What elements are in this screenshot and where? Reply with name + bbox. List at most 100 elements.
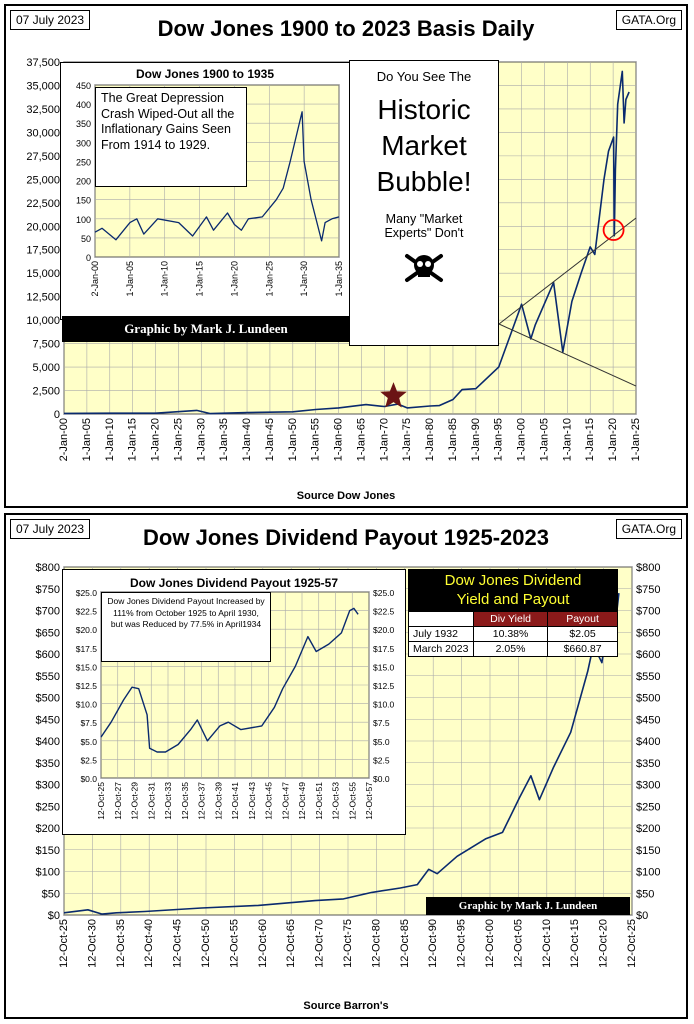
row-payout: $660.87 [547,641,618,657]
y-tick-label-right: $15.0 [373,662,395,672]
y-tick-label: $800 [36,562,60,574]
y-tick-label-right: $750 [636,584,660,596]
y-tick-label: 2,500 [32,386,60,398]
y-tick-label-right: $200 [636,823,660,835]
x-tick-label: 12-Oct-25 [58,919,70,968]
y-tick-label-right: $550 [636,671,660,683]
x-tick-label: 1-Jan-05 [538,418,550,461]
y-tick-label-right: $50 [636,888,654,900]
y-tick-label-right: $22.5 [373,607,395,617]
y-tick-label: 25,000 [26,174,60,186]
x-tick-label: 2-Jan-00 [90,261,100,297]
x-tick-label: 12-Oct-50 [200,919,212,968]
x-tick-label: 1-Jan-75 [401,418,413,461]
x-tick-label: 12-Oct-45 [172,919,184,968]
x-tick-label: 1-Jan-20 [150,418,162,461]
x-tick-label: 12-Oct-95 [456,919,468,968]
x-tick-label: 12-Oct-31 [146,782,156,820]
x-tick-label: 1-Jan-55 [310,418,322,461]
y-tick-label-right: $10.0 [373,700,395,710]
inset-chart-1925-1957: $0.0 $0.0 $2.5 $2.5 $5.0 $5.0 $7.5 $7.5 $10.0 $10… [62,569,406,835]
y-tick-label-right: $100 [636,867,660,879]
y-tick-label: $500 [36,693,60,705]
x-tick-label: 1-Jan-90 [470,418,482,461]
x-tick-label: 1-Jan-65 [355,418,367,461]
series-line [100,607,359,753]
x-tick-label: 12-Oct-05 [512,919,524,968]
x-tick-label: 12-Oct-65 [285,919,297,968]
x-tick-label: 1-Jan-15 [195,261,205,297]
site-label: GATA.Org [615,10,682,30]
y-tick-label: $300 [36,780,60,792]
x-tick-label: 12-Oct-20 [598,919,610,968]
x-tick-label: 12-Oct-80 [370,919,382,968]
series-line [94,111,340,242]
y-tick-label: 5,000 [32,362,60,374]
x-tick-label: 12-Oct-35 [115,919,127,968]
x-tick-label: 12-Oct-30 [86,919,98,968]
x-tick-label: 1-Jan-10 [160,261,170,297]
row-payout: $2.05 [547,626,618,642]
table-title-line-1: Dow Jones Dividend [444,572,582,589]
y-tick-label: $7.5 [80,718,97,728]
y-tick-label: 100 [76,215,91,225]
y-tick-label: 0 [54,409,60,421]
y-tick-label: 250 [76,157,91,167]
y-tick-label: $22.5 [76,607,98,617]
trend-line-lower [498,323,637,387]
bubble-line-2: Historic [377,94,471,125]
x-tick-label: 1-Jan-15 [584,418,596,461]
inset-chart-1900-1935: 0 50 100 150 200 250 300 350 400 450 2-Jan-00 1-Jan… [60,62,350,320]
row-yield: 10.38% [472,626,549,642]
x-tick-label: 1-Jan-25 [630,418,642,461]
y-tick-label-right: $17.5 [373,644,395,654]
y-tick-label: 400 [76,100,91,110]
y-tick-label: $750 [36,584,60,596]
date-label: 07 July 2023 [10,519,91,539]
source-label: Source Barron's [303,1000,389,1012]
site-label: GATA.Org [615,519,682,539]
row-label: July 1932 [408,626,474,642]
y-tick-label: 200 [76,177,91,187]
x-tick-label: 1-Jan-80 [424,418,436,461]
y-tick-label: 17,500 [26,245,60,257]
x-tick-label: 12-Oct-43 [247,782,257,820]
x-tick-label: 12-Oct-85 [399,919,411,968]
y-tick-label: $25.0 [76,588,98,598]
y-tick-label: 150 [76,196,91,206]
series-line [63,593,620,915]
x-tick-label: 12-Oct-60 [257,919,269,968]
inset-title: Dow Jones Dividend Payout 1925-57 [129,576,339,590]
table-row: March 2023 2.05% $660.87 [408,641,618,657]
y-tick-label: 10,000 [26,315,60,327]
y-tick-label: $17.5 [76,644,98,654]
x-tick-label: 12-Oct-10 [541,919,553,968]
graphic-credit: Graphic by Mark J. Lundeen [426,897,630,915]
x-tick-label: 1-Jan-10 [561,418,573,461]
y-tick-label: 350 [76,119,91,129]
date-label: 07 July 2023 [10,10,91,30]
y-tick-label-right: $150 [636,845,660,857]
y-tick-label: 20,000 [26,221,60,233]
trend-break-circle [602,219,625,241]
y-tick-label: $350 [36,758,60,770]
y-tick-label-right: $0.0 [373,774,390,784]
y-tick-label-right: $600 [636,649,660,661]
y-tick-label: $15.0 [76,662,98,672]
chart-title: Dow Jones 1900 to 2023 Basis Daily [157,16,535,41]
y-tick-label: $12.5 [76,681,98,691]
x-tick-label: 1-Jan-05 [81,418,93,461]
x-tick-label: 1-Jan-20 [607,418,619,461]
y-tick-label-right: $500 [636,693,660,705]
bubble-line-3: Market [381,130,467,161]
y-tick-label: $0.0 [80,774,97,784]
x-tick-label: 12-Oct-25 [626,919,638,968]
x-tick-label: 12-Oct-53 [331,782,341,820]
dividend-yield-table: Dow Jones Dividend Yield and Payout Div … [408,569,618,657]
x-tick-label: 1-Jan-85 [447,418,459,461]
x-tick-label: 12-Oct-55 [228,919,240,968]
bubble-callout: Do You See The Historic Market Bubble! M… [349,60,499,346]
y-tick-label-right: $800 [636,562,660,574]
star-marker [380,382,407,408]
table-header-payout: Payout [547,611,618,627]
